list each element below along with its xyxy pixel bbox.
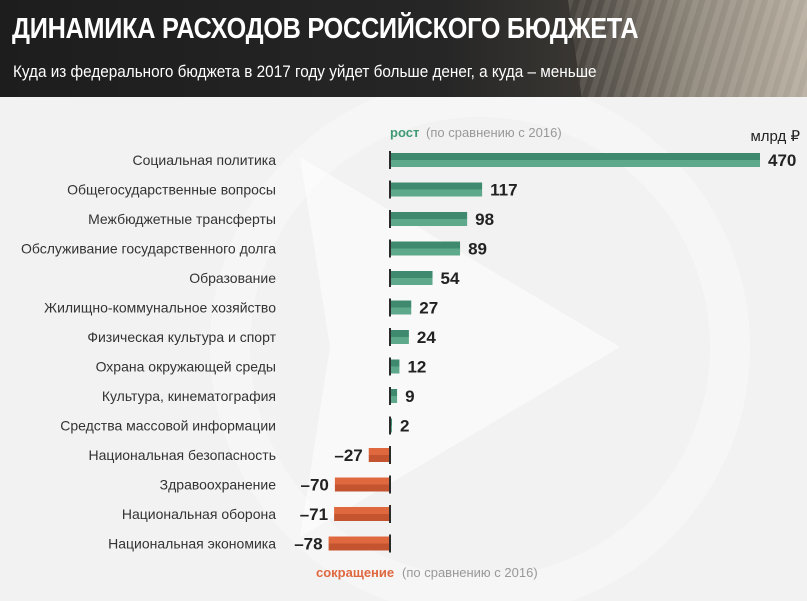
- bar-bottom: [390, 189, 483, 197]
- page-title: ДИНАМИКА РАСХОДОВ РОССИЙСКОГО БЮДЖЕТА: [12, 13, 639, 45]
- bar-bottom: [334, 484, 390, 492]
- category-label: Национальная экономика: [108, 536, 276, 552]
- value-label: 117: [490, 181, 517, 200]
- zero-tick: [389, 151, 391, 169]
- value-label: 98: [475, 210, 494, 229]
- category-label: Социальная политика: [133, 152, 277, 168]
- zero-tick: [389, 239, 391, 258]
- zero-tick: [389, 505, 391, 523]
- zero-tick: [389, 210, 391, 228]
- value-label: 470: [768, 151, 796, 170]
- value-label: 2: [400, 417, 409, 436]
- category-label: Национальная оборона: [122, 506, 276, 522]
- bar-bottom: [390, 248, 461, 256]
- bar-top: [390, 241, 461, 249]
- bar-bottom: [390, 307, 412, 315]
- value-label: –71: [300, 505, 328, 524]
- zero-tick: [389, 298, 391, 317]
- bar-top: [390, 182, 483, 190]
- zero-tick: [389, 328, 391, 346]
- category-label: Межбюджетные трансферты: [88, 211, 276, 227]
- category-label: Национальная безопасность: [89, 447, 276, 463]
- bar-top: [390, 212, 468, 219]
- unit-label: млрд ₽: [750, 128, 800, 145]
- category-label: Образование: [189, 270, 276, 286]
- bar-bottom: [390, 366, 400, 374]
- value-label: 12: [407, 358, 426, 377]
- bar-top: [390, 330, 409, 337]
- bar-top: [390, 271, 433, 278]
- value-label: 27: [419, 299, 438, 318]
- legend-cut-label: сокращение: [316, 565, 394, 580]
- category-label: Обслуживание государственного долга: [21, 241, 276, 257]
- header-banner: ДИНАМИКА РАСХОДОВ РОССИЙСКОГО БЮДЖЕТА Ку…: [0, 0, 807, 97]
- zero-tick: [389, 534, 391, 553]
- value-label: 24: [417, 328, 436, 347]
- category-label: Жилищно-коммунальное хозяйство: [44, 300, 276, 316]
- bar-bottom: [390, 278, 433, 285]
- value-label: 9: [405, 387, 414, 406]
- category-label: Здравоохранение: [160, 477, 277, 493]
- category-label: Средства массовой информации: [60, 418, 276, 434]
- bar-bottom: [390, 160, 760, 167]
- category-label: Культура, кинематография: [102, 388, 276, 404]
- bar-top: [334, 507, 390, 514]
- bar-bottom: [390, 219, 468, 226]
- bar-top: [368, 448, 390, 455]
- page-subtitle: Куда из федерального бюджета в 2017 году…: [13, 62, 597, 81]
- value-label: –70: [301, 476, 329, 495]
- category-label: Физическая культура и спорт: [87, 329, 276, 345]
- value-label: 89: [468, 240, 487, 259]
- legend-growth-label: рост: [390, 125, 419, 140]
- bar-bottom: [334, 514, 390, 521]
- category-label: Общегосударственные вопросы: [67, 182, 276, 198]
- bar-bottom: [390, 337, 409, 344]
- bar-top: [328, 536, 390, 544]
- category-label: Охрана окружающей среды: [96, 359, 276, 375]
- bar-bottom: [328, 543, 390, 551]
- zero-tick: [389, 416, 391, 435]
- bar-top: [390, 389, 398, 396]
- bar-bottom: [390, 396, 398, 403]
- zero-tick: [389, 180, 391, 199]
- value-label: –27: [334, 446, 362, 465]
- legend-growth-note: (по сравнению с 2016): [426, 125, 562, 140]
- value-label: –78: [294, 535, 322, 554]
- bar-top: [334, 477, 390, 485]
- watermark-arrow-logo: [210, 97, 750, 601]
- bar-top: [390, 153, 760, 160]
- bar-top: [390, 359, 400, 367]
- value-label: 54: [441, 269, 460, 288]
- zero-tick: [389, 269, 391, 287]
- zero-tick: [389, 387, 391, 405]
- zero-tick: [389, 357, 391, 376]
- bar-top: [390, 300, 412, 308]
- legend-cut-note: (по сравнению с 2016): [402, 565, 538, 580]
- bar-bottom: [368, 455, 390, 462]
- zero-tick: [389, 475, 391, 494]
- zero-tick: [389, 446, 391, 464]
- bars-group: Социальная политика 470 Общегосударственны…: [21, 151, 796, 554]
